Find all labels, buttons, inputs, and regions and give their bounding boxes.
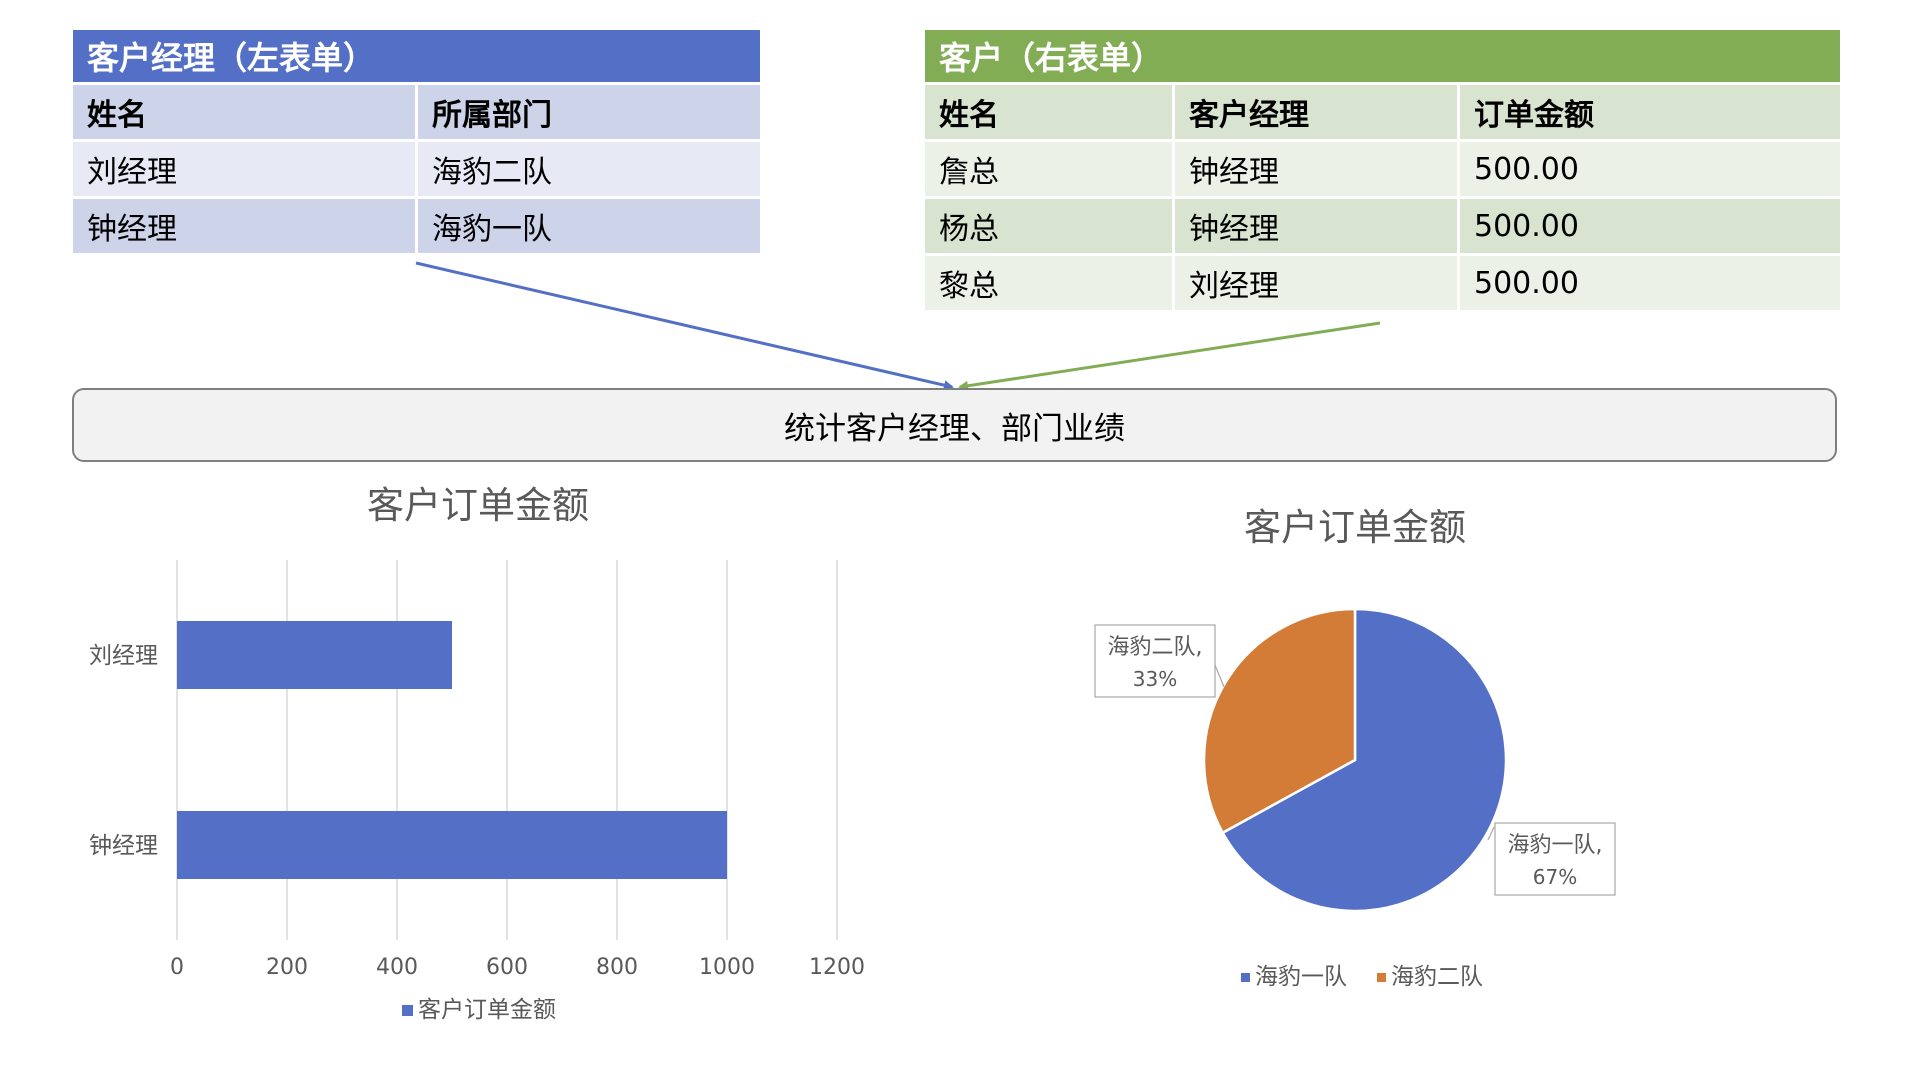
table-cell: 黎总 — [922, 253, 1175, 313]
right-to-stat-arrow — [958, 321, 1381, 391]
table-row: 詹总 钟经理 500.00 — [922, 139, 1844, 199]
table-cell: 海豹一队 — [414, 196, 764, 256]
x-tick-label: 1000 — [699, 955, 755, 980]
table-cell: 钟经理 — [1172, 139, 1460, 199]
table-cell: 刘经理 — [1172, 253, 1460, 313]
right-table-header-name: 姓名 — [922, 82, 1175, 142]
left-table-header-department: 所属部门 — [414, 82, 764, 142]
table-row: 杨总 钟经理 500.00 — [922, 196, 1844, 256]
chart-title: 客户订单金额 — [367, 484, 589, 527]
x-tick-label: 1200 — [809, 955, 865, 980]
table-cell: 刘经理 — [70, 139, 418, 199]
data-label-name: 海豹二队, — [1108, 635, 1203, 660]
x-tick-label: 0 — [170, 955, 184, 980]
table-cell: 海豹二队 — [414, 139, 764, 199]
pie-slice — [1202, 607, 1357, 835]
table-row: 钟经理 海豹一队 — [70, 196, 764, 256]
pie-slice — [1220, 607, 1508, 913]
x-tick-label: 200 — [266, 955, 308, 980]
legend-swatch — [1377, 973, 1386, 982]
y-category-label: 刘经理 — [89, 643, 158, 669]
x-tick-label: 800 — [596, 955, 638, 980]
left-table-header-name: 姓名 — [70, 82, 418, 142]
table-cell: 500.00 — [1456, 253, 1844, 313]
data-label-percent: 33% — [1133, 667, 1177, 691]
legend-swatch — [1241, 973, 1250, 982]
left-table: 客户经理（左表单） 姓名 所属部门 刘经理 海豹二队 钟经理 海豹一队 — [69, 27, 764, 256]
right-table-title: 客户（右表单） — [921, 27, 1844, 85]
left-to-stat-arrow — [415, 261, 954, 391]
legend-swatch — [402, 1005, 413, 1016]
table-cell: 钟经理 — [70, 196, 418, 256]
data-label-leader — [1214, 664, 1225, 688]
table-cell: 500.00 — [1456, 196, 1844, 256]
chart-title: 客户订单金额 — [1244, 506, 1466, 549]
y-category-label: 钟经理 — [89, 833, 158, 859]
left-table-title: 客户经理（左表单） — [69, 27, 764, 85]
data-label-leader — [1487, 826, 1495, 841]
right-table: 客户（右表单） 姓名 客户经理 订单金额 詹总 钟经理 500.00 杨总 钟经… — [921, 27, 1844, 313]
table-cell: 詹总 — [922, 139, 1175, 199]
legend-label: 海豹二队 — [1391, 964, 1483, 990]
data-label-box — [1494, 822, 1616, 896]
legend-label: 海豹一队 — [1255, 964, 1347, 990]
x-tick-label: 600 — [486, 955, 528, 980]
table-cell: 500.00 — [1456, 139, 1844, 199]
bar — [177, 811, 727, 879]
data-label-percent: 67% — [1533, 865, 1577, 889]
right-table-header-amount: 订单金额 — [1456, 82, 1844, 142]
table-row: 黎总 刘经理 500.00 — [922, 253, 1844, 313]
table-row: 刘经理 海豹二队 — [70, 139, 764, 199]
table-cell: 杨总 — [922, 196, 1175, 256]
legend-label: 客户订单金额 — [418, 997, 556, 1023]
data-label-name: 海豹一队, — [1508, 833, 1603, 858]
statistics-box: 统计客户经理、部门业绩 — [72, 388, 1837, 462]
data-label-box — [1094, 624, 1216, 698]
x-tick-label: 400 — [376, 955, 418, 980]
table-cell: 钟经理 — [1172, 196, 1460, 256]
right-table-header-manager: 客户经理 — [1172, 82, 1460, 142]
bar — [177, 621, 452, 689]
connector-arrows — [415, 261, 1381, 391]
